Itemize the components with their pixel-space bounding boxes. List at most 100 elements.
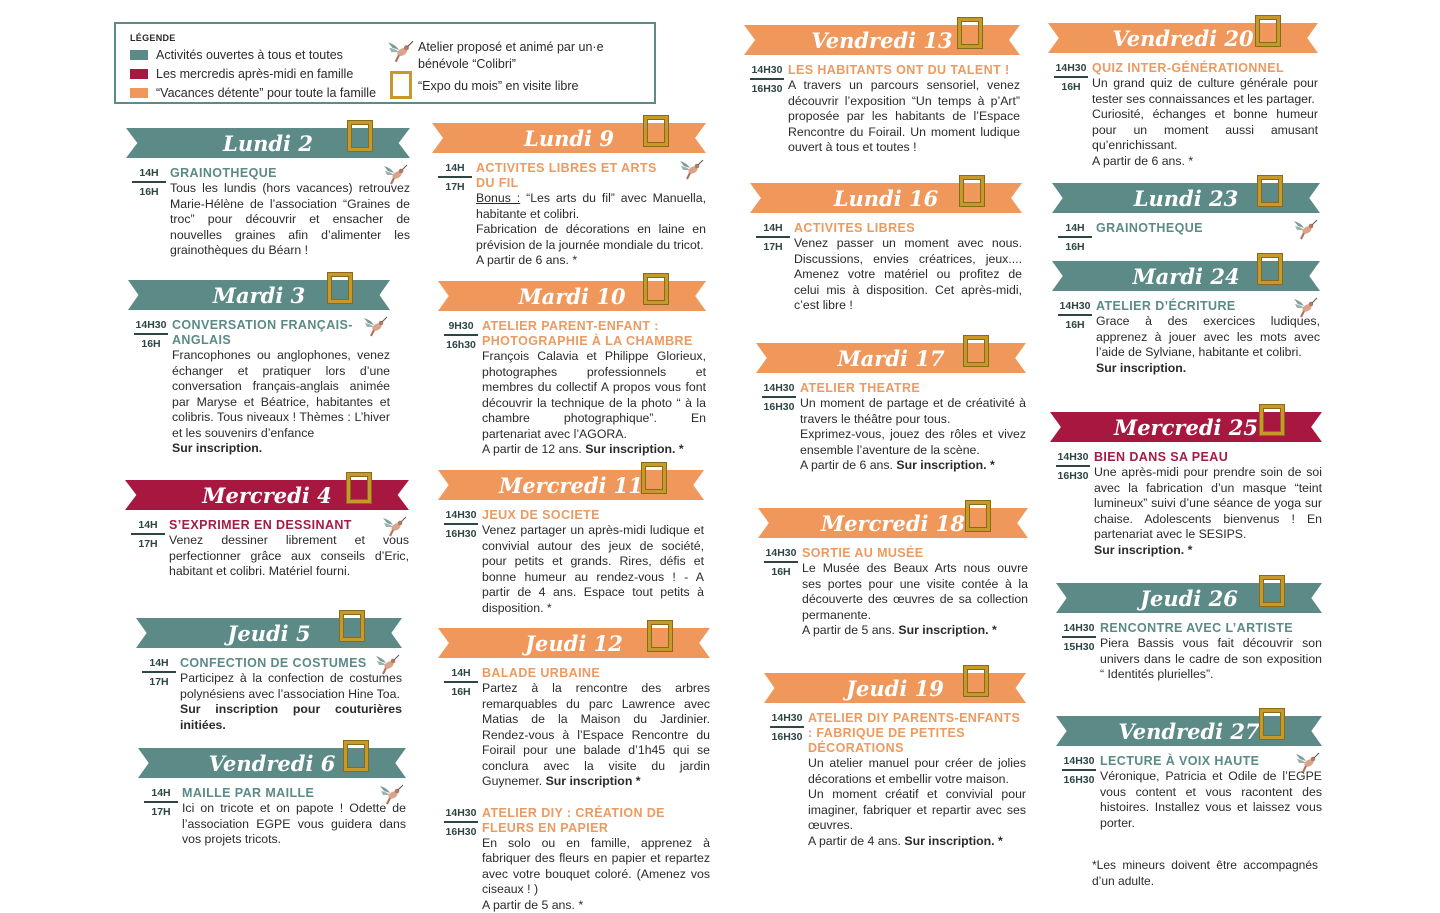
end-time: 17H xyxy=(144,805,178,819)
event-description: Tous les lundis (hors vacances) retrouve… xyxy=(170,181,410,259)
picture-frame-icon xyxy=(960,176,984,206)
event-title: Grainotheque xyxy=(1096,221,1320,236)
start-time: 14H xyxy=(131,518,165,535)
picture-frame-icon xyxy=(644,274,668,304)
text-segment: Grace à des exercices ludiques, apprenez… xyxy=(1096,314,1320,359)
event-title: Balade urbaine xyxy=(482,666,710,681)
end-time: 16H30 xyxy=(770,730,804,744)
end-time: 17H xyxy=(142,675,176,689)
event-title: Atelier parent-enfant : photographie à l… xyxy=(482,319,706,349)
start-time: 14H30 xyxy=(1058,299,1092,316)
description-paragraph: Venez dessiner librement et vous perfect… xyxy=(169,533,409,580)
description-paragraph: Venez passer un moment avec nous. Discus… xyxy=(794,236,1022,314)
text-segment: Le Musée des Beaux Arts nous ouvre ses p… xyxy=(802,561,1028,622)
end-time: 16H30 xyxy=(1056,469,1090,483)
description-paragraph: Curiosité, échanges et bonne humeur pour… xyxy=(1092,107,1318,154)
event-title: S’exprimer en dessinant xyxy=(169,518,409,533)
text-segment: Sur inscription. * xyxy=(898,623,996,637)
event-description: Grace à des exercices ludiques, apprenez… xyxy=(1096,314,1320,376)
description-paragraph: Sur inscription pour couturières initiée… xyxy=(180,702,402,733)
legend-title: LÉGENDE xyxy=(130,33,176,43)
description-paragraph: A partir de 12 ans. Sur inscription. * xyxy=(482,442,706,458)
description-paragraph: Venez partager un après-midi ludique et … xyxy=(482,523,704,616)
end-time: 16H xyxy=(444,685,478,699)
text-segment: Un moment de partage et de créativité à … xyxy=(800,396,1026,426)
start-time: 14H xyxy=(444,666,478,683)
day-title: Vendredi 27 xyxy=(1118,719,1259,744)
description-paragraph: Francophones ou anglophones, venez échan… xyxy=(172,348,390,441)
text-segment: Sur inscription. * xyxy=(904,834,1002,848)
start-time: 14H xyxy=(132,166,166,183)
event-description: Venez passer un moment avec nous. Discus… xyxy=(794,236,1022,314)
description-paragraph: Bonus : “Les arts du fil” avec Manuella,… xyxy=(476,191,706,222)
text-segment: Une après-midi pour prendre soin de soi … xyxy=(1094,465,1322,541)
description-paragraph: Exprimez-vous, jouez des rôles et vivez … xyxy=(800,427,1026,458)
text-segment: Sur inscription. xyxy=(172,441,262,455)
hummingbird-icon xyxy=(386,38,414,64)
end-time: 16H xyxy=(132,185,166,199)
picture-frame-icon xyxy=(340,611,364,641)
hummingbird-icon xyxy=(381,514,407,538)
text-segment: Fabrication de décorations en laine en p… xyxy=(476,222,706,252)
picture-frame-icon xyxy=(1258,254,1282,284)
legend-volunteer-label: Atelier proposé et animé par un·e bénévo… xyxy=(418,39,654,73)
end-time: 17H xyxy=(756,240,790,254)
hummingbird-icon xyxy=(382,162,408,186)
day-title: Mardi 3 xyxy=(213,283,306,308)
day-title: Lundi 16 xyxy=(834,186,939,211)
day-title: Jeudi 12 xyxy=(525,631,623,656)
legend-item-all: Activités ouvertes à tous et toutes xyxy=(130,48,343,62)
event-title: Grainotheque xyxy=(170,166,410,181)
text-segment: A partir de 5 ans. xyxy=(802,623,898,637)
day-title: Mardi 10 xyxy=(518,284,625,309)
legend-label: “Vacances détente” pour toute la famille xyxy=(156,86,376,100)
footnote: *Les mineurs doivent être accompagnés d’… xyxy=(1092,857,1318,889)
description-paragraph: A partir de 6 ans. * xyxy=(476,253,706,269)
legend-expo-label: “Expo du mois” en visite libre xyxy=(418,79,578,93)
text-segment: Francophones ou anglophones, venez échan… xyxy=(172,348,390,440)
description-paragraph: Tous les lundis (hors vacances) retrouve… xyxy=(170,181,410,259)
text-segment: François Calavia et Philippe Glorieux, p… xyxy=(482,349,706,441)
text-segment: Venez dessiner librement et vous perfect… xyxy=(169,533,409,578)
end-time: 16H xyxy=(1054,80,1088,94)
day-title: Jeudi 26 xyxy=(1140,586,1238,611)
event-title: Atelier d’écriture xyxy=(1096,299,1320,314)
event-description: Véronique, Patricia et Odile de l’EGPE v… xyxy=(1100,769,1322,831)
end-time: 16H xyxy=(1058,240,1092,254)
description-paragraph: Sur inscription. xyxy=(172,441,390,457)
legend-label: Activités ouvertes à tous et toutes xyxy=(156,48,343,62)
text-segment: Un atelier manuel pour créer de jolies d… xyxy=(808,756,1026,786)
description-paragraph: Sur inscription. * xyxy=(1094,543,1322,559)
day-title: Mardi 24 xyxy=(1132,264,1239,289)
event-title: Atelier DIY : création de fleurs en papi… xyxy=(482,806,710,836)
text-segment: Un grand quiz de culture générale pour t… xyxy=(1092,76,1318,106)
day-title: Vendredi 20 xyxy=(1112,26,1253,51)
event-title: Activites libres et arts du fil xyxy=(476,161,706,191)
description-paragraph: Un moment de partage et de créativité à … xyxy=(800,396,1026,427)
picture-frame-icon xyxy=(644,116,668,146)
day-title: Lundi 9 xyxy=(524,126,614,151)
